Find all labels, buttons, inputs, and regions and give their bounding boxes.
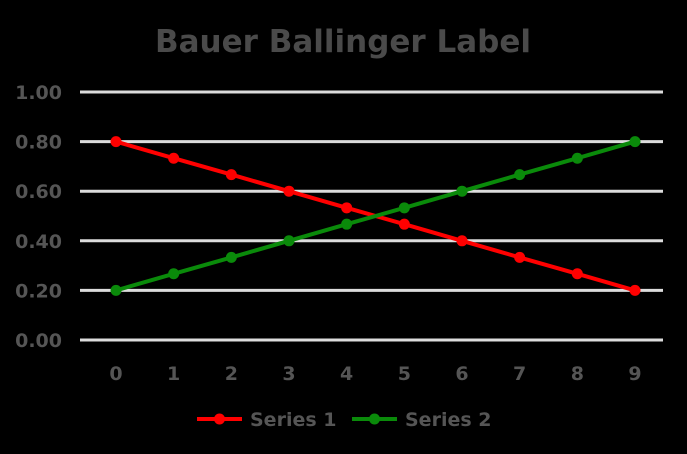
legend-swatch-marker [214,413,225,425]
data-point [225,251,237,263]
data-point [456,235,468,247]
data-point [110,136,122,148]
data-point [629,136,641,148]
grid-lines [80,90,663,342]
data-point [514,169,526,181]
series-2 [110,136,641,296]
x-tick-label: 0 [109,363,122,385]
series-line [115,139,636,293]
data-point [341,218,353,230]
y-tick-label: 0.00 [15,330,62,352]
data-point [168,152,180,164]
data-point [168,268,180,280]
legend-label: Series 2 [405,409,491,431]
series-lines [110,136,641,296]
x-tick-label: 5 [398,363,411,385]
x-tick-label: 7 [513,363,526,385]
data-point [629,284,641,296]
x-tick-label: 1 [167,363,180,385]
x-tick-label: 9 [628,363,641,385]
data-point [571,268,583,280]
data-point [398,202,410,214]
x-tick-label: 6 [455,363,468,385]
y-tick-label: 0.40 [15,231,62,253]
legend: Series 1 Series 2 [197,409,491,431]
data-point [283,185,295,197]
y-tick-label: 0.80 [15,132,62,154]
data-point [110,284,122,296]
x-tick-label: 8 [571,363,584,385]
chart-title: Bauer Ballinger Label [155,24,531,60]
data-point [571,152,583,164]
x-axis-tick-labels: 0 1 2 3 4 5 6 7 8 9 [109,363,641,385]
legend-item: Series 1 [197,409,336,431]
data-point [283,235,295,247]
x-tick-label: 4 [340,363,353,385]
y-tick-label: 0.60 [15,181,62,203]
data-point [398,218,410,230]
x-tick-label: 2 [225,363,238,385]
y-axis-tick-labels: 1.00 0.80 0.60 0.40 0.20 0.00 [15,82,62,352]
x-tick-label: 3 [282,363,295,385]
y-tick-label: 0.20 [15,280,62,302]
legend-label: Series 1 [250,409,336,431]
data-point [514,251,526,263]
data-point [456,185,468,197]
data-point [225,169,237,181]
data-point [341,202,353,214]
legend-item: Series 2 [352,409,491,431]
y-tick-label: 1.00 [15,82,62,104]
legend-swatch-marker [369,413,380,425]
